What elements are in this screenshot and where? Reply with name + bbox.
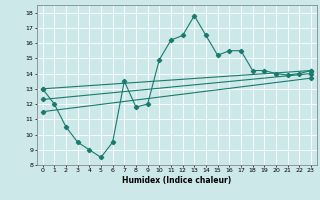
X-axis label: Humidex (Indice chaleur): Humidex (Indice chaleur) — [122, 176, 231, 185]
